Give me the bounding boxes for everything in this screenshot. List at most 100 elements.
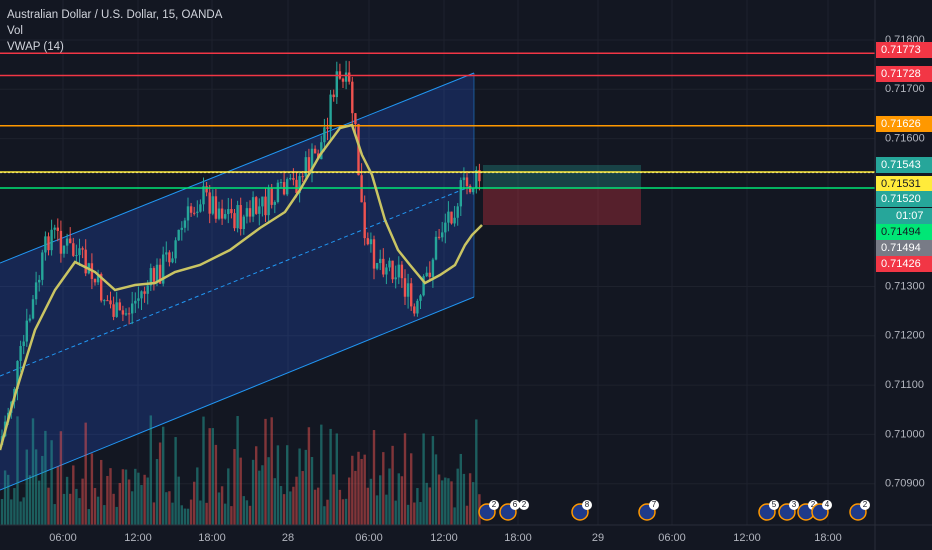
volume-bar bbox=[208, 428, 211, 525]
candle-body bbox=[137, 298, 140, 301]
price-tag-label: 0.71426 bbox=[881, 258, 921, 270]
price-tag bbox=[876, 240, 932, 256]
volume-bar bbox=[149, 415, 152, 525]
price-tag bbox=[876, 42, 932, 58]
volume-bar bbox=[217, 492, 221, 525]
volume-bar bbox=[419, 502, 422, 525]
candle-body bbox=[400, 264, 404, 279]
candle-body bbox=[47, 236, 50, 251]
price-tick-label: 0.70900 bbox=[885, 478, 925, 490]
volume-bar bbox=[224, 503, 227, 525]
candle-body bbox=[220, 208, 224, 219]
volume-bar bbox=[81, 478, 84, 525]
candle-body bbox=[270, 188, 273, 205]
candle-body bbox=[357, 124, 360, 176]
candle-body bbox=[118, 302, 121, 311]
candle-body bbox=[208, 192, 211, 214]
volume-bar bbox=[320, 424, 323, 525]
price-tick-label: 0.71200 bbox=[885, 330, 925, 342]
candle-body bbox=[379, 258, 382, 264]
candle-body bbox=[59, 230, 63, 254]
volume bbox=[0, 415, 481, 525]
volume-bar bbox=[255, 446, 258, 525]
candle-body bbox=[75, 255, 78, 257]
candle-body bbox=[193, 212, 196, 214]
volume-bar bbox=[468, 473, 472, 525]
candle-body bbox=[258, 206, 261, 214]
volume-bar bbox=[397, 473, 400, 525]
candle-body bbox=[472, 188, 475, 193]
volume-bar bbox=[251, 459, 255, 525]
candle-body bbox=[25, 320, 28, 342]
price-tag-label: 0.71494 bbox=[881, 242, 921, 254]
candle-body bbox=[168, 252, 171, 263]
candle-body bbox=[425, 272, 428, 277]
candle-body bbox=[388, 260, 391, 268]
candle-body bbox=[239, 205, 242, 230]
candle-body bbox=[177, 229, 180, 241]
time-tick-label: 06:00 bbox=[658, 532, 686, 544]
price-tag-label: 0.71520 bbox=[881, 193, 921, 205]
candle-body bbox=[363, 202, 366, 239]
candle-body bbox=[456, 206, 459, 218]
candle-body bbox=[335, 71, 338, 98]
candle-body bbox=[202, 186, 205, 205]
volume-bar bbox=[53, 504, 56, 525]
candle-body bbox=[140, 291, 143, 299]
candle-body bbox=[189, 206, 193, 213]
volume-bar bbox=[165, 492, 168, 525]
candle-body bbox=[233, 213, 236, 229]
volume-bar bbox=[282, 494, 286, 525]
price-tag bbox=[876, 208, 932, 224]
candle-body bbox=[205, 186, 208, 193]
volume-bar bbox=[31, 418, 35, 525]
candle-body bbox=[475, 170, 478, 189]
volume-bar bbox=[317, 487, 320, 525]
candle-body bbox=[131, 303, 134, 314]
time-tick-label: 12:00 bbox=[124, 532, 152, 544]
price-tag bbox=[876, 256, 932, 272]
price-ticks: 0.718000.717000.716000.713000.712000.711… bbox=[885, 34, 925, 490]
volume-bar bbox=[44, 430, 47, 525]
volume-bar bbox=[124, 469, 128, 525]
candle-body bbox=[96, 274, 100, 283]
volume-bar bbox=[143, 474, 146, 525]
volume-bar bbox=[19, 501, 22, 525]
volume-bar bbox=[146, 477, 149, 525]
volume-bar bbox=[379, 475, 382, 525]
event-count: 2 bbox=[863, 500, 868, 509]
candle-body bbox=[196, 211, 199, 213]
volume-bar bbox=[279, 486, 283, 525]
volume-bar bbox=[193, 481, 196, 525]
candle-body bbox=[320, 142, 323, 160]
channel-fill bbox=[0, 73, 474, 490]
price-tick-label: 0.71300 bbox=[885, 280, 925, 292]
candle-body bbox=[65, 238, 69, 246]
candle-body bbox=[397, 264, 400, 278]
volume-bar bbox=[406, 504, 410, 525]
volume-bar bbox=[273, 478, 276, 525]
time-tick-label: 29 bbox=[592, 532, 604, 544]
candle-body bbox=[431, 259, 435, 277]
volume-bar bbox=[127, 479, 131, 525]
candle-body bbox=[255, 197, 258, 214]
channel-lower bbox=[0, 296, 475, 491]
volume-bar bbox=[276, 445, 280, 525]
candle-body bbox=[72, 243, 75, 256]
channel-mid bbox=[0, 184, 475, 377]
candle-body bbox=[31, 299, 35, 319]
candle-body bbox=[261, 196, 264, 207]
candle-body bbox=[434, 236, 438, 260]
volume-bar bbox=[301, 471, 304, 525]
volume-bar bbox=[372, 430, 376, 525]
volume-bar bbox=[413, 502, 416, 525]
volume-bar bbox=[329, 428, 332, 525]
volume-bar bbox=[28, 475, 32, 525]
volume-bar bbox=[335, 433, 338, 525]
volume-bar bbox=[84, 422, 87, 525]
price-tag-label: 0.71494 bbox=[881, 226, 921, 238]
candle-body bbox=[245, 208, 249, 217]
time-tick-label: 18:00 bbox=[198, 532, 226, 544]
event-count-badge bbox=[860, 500, 870, 510]
